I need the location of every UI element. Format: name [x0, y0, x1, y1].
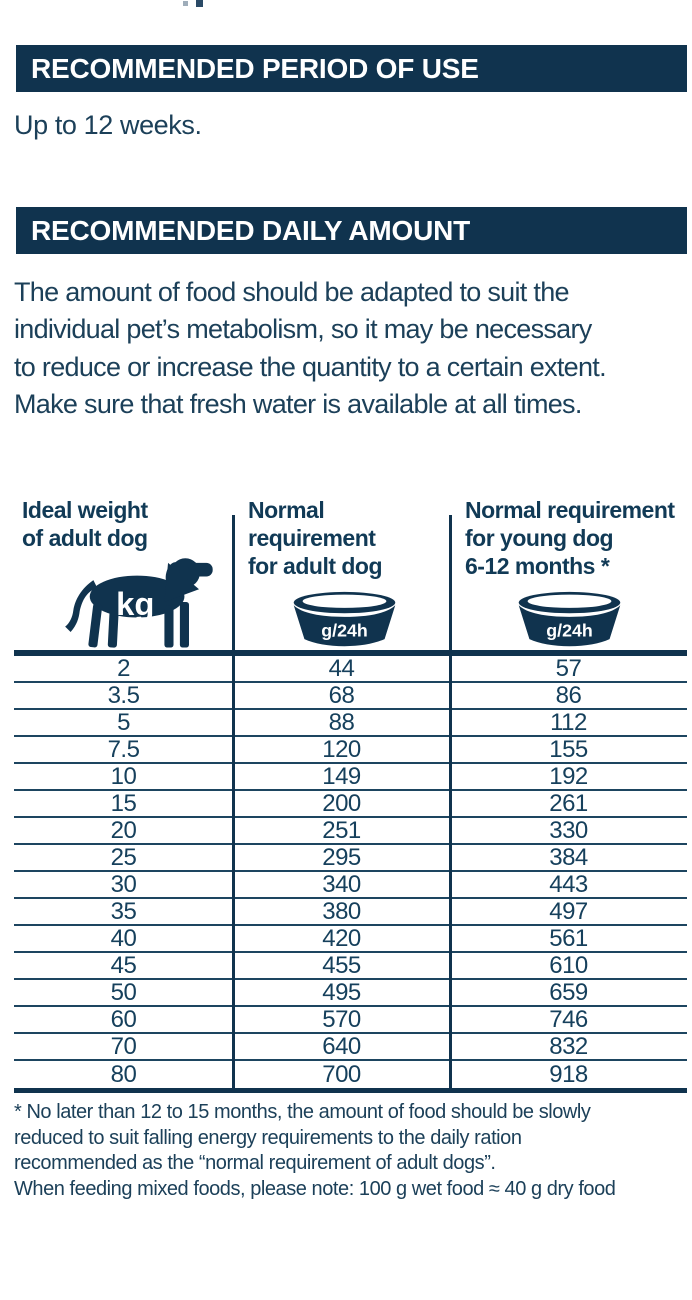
column-divider — [449, 515, 452, 1093]
table-row: 50 495 659 — [14, 980, 687, 1007]
table-cell: 5 — [117, 709, 130, 736]
section-title: RECOMMENDED PERIOD OF USE — [31, 52, 479, 84]
table-cell: 495 — [322, 979, 361, 1006]
kg-unit-label: kg — [116, 585, 154, 622]
table-cell: 443 — [549, 871, 588, 898]
column-title: Normal requirement for young dog 6-12 mo… — [465, 497, 675, 579]
table-cell: 40 — [110, 925, 137, 952]
column-header-adult-dog: Normal requirement for adult dog g/24h — [233, 495, 450, 650]
table-cell: 15 — [110, 790, 137, 817]
section-header-daily-amount: RECOMMENDED DAILY AMOUNT — [16, 207, 687, 254]
column-title: Normal requirement for adult dog — [248, 497, 383, 579]
table-cell: 918 — [549, 1061, 588, 1088]
table-cell: 120 — [322, 736, 361, 763]
period-of-use-text: Up to 12 weeks. — [14, 110, 202, 140]
dog-icon: kg — [54, 551, 222, 658]
table-cell: 44 — [328, 655, 355, 682]
table-cell: 251 — [322, 817, 361, 844]
table-cell: 155 — [549, 736, 588, 763]
cropped-text-artifact — [183, 0, 207, 7]
table-cell: 380 — [322, 898, 361, 925]
table-row: 70 640 832 — [14, 1034, 687, 1061]
table-cell: 10 — [110, 763, 137, 790]
table-cell: 45 — [110, 952, 137, 979]
table-cell: 88 — [328, 709, 355, 736]
g24h-unit-label: g/24h — [321, 620, 367, 640]
table-cell: 570 — [322, 1006, 361, 1033]
table-row: 60 570 746 — [14, 1007, 687, 1034]
daily-amount-text: The amount of food should be adapted to … — [14, 277, 607, 420]
bowl-icon: g/24h — [516, 591, 623, 653]
table-cell: 20 — [110, 817, 137, 844]
table-cell: 25 — [110, 844, 137, 871]
table-cell: 420 — [322, 925, 361, 952]
table-row: 30 340 443 — [14, 872, 687, 899]
table-row: 5 88 112 — [14, 710, 687, 737]
table-cell: 57 — [555, 655, 582, 682]
table-cell: 2 — [117, 655, 130, 682]
table-cell: 700 — [322, 1061, 361, 1088]
table-cell: 261 — [549, 790, 588, 817]
column-title: Ideal weight of adult dog — [22, 497, 148, 551]
table-cell: 86 — [555, 682, 582, 709]
table-cell: 497 — [549, 898, 588, 925]
table-cell: 746 — [549, 1006, 588, 1033]
table-row: 7.5 120 155 — [14, 737, 687, 764]
table-cell: 70 — [110, 1033, 137, 1060]
table-cell: 3.5 — [107, 682, 140, 709]
table-cell: 112 — [550, 709, 587, 736]
table-cell: 295 — [322, 844, 361, 871]
feeding-table: Ideal weight of adult dog — [14, 495, 687, 1093]
table-row: 20 251 330 — [14, 818, 687, 845]
table-cell: 192 — [549, 763, 588, 790]
table-cell: 610 — [549, 952, 588, 979]
table-cell: 80 — [110, 1061, 137, 1088]
table-row: 25 295 384 — [14, 845, 687, 872]
table-cell: 330 — [549, 817, 588, 844]
column-divider — [232, 515, 235, 1093]
table-cell: 384 — [549, 844, 588, 871]
table-row: 15 200 261 — [14, 791, 687, 818]
feeding-table-body: 2 44 57 3.5 68 86 5 88 112 7.5 120 155 10 149 192 15 200… — [14, 650, 687, 1093]
table-row: 3.5 68 86 — [14, 683, 687, 710]
feeding-table-header: Ideal weight of adult dog — [14, 495, 687, 650]
table-row: 10 149 192 — [14, 764, 687, 791]
table-cell: 455 — [322, 952, 361, 979]
table-cell: 200 — [322, 790, 361, 817]
table-row: 45 455 610 — [14, 953, 687, 980]
column-header-young-dog: Normal requirement for young dog 6-12 mo… — [450, 495, 687, 650]
table-cell: 149 — [322, 763, 361, 790]
section-title: RECOMMENDED DAILY AMOUNT — [31, 214, 471, 246]
table-cell: 50 — [110, 979, 137, 1006]
section-header-period-of-use: RECOMMENDED PERIOD OF USE — [16, 45, 687, 92]
table-cell: 7.5 — [107, 736, 140, 763]
table-cell: 640 — [322, 1033, 361, 1060]
table-row: 35 380 497 — [14, 899, 687, 926]
table-cell: 659 — [549, 979, 588, 1006]
table-cell: 68 — [328, 682, 355, 709]
g24h-unit-label: g/24h — [546, 620, 592, 640]
table-row: 2 44 57 — [14, 656, 687, 683]
table-cell: 35 — [110, 898, 137, 925]
bowl-icon: g/24h — [291, 591, 398, 653]
table-cell: 30 — [110, 871, 137, 898]
column-header-ideal-weight: Ideal weight of adult dog — [14, 495, 233, 650]
table-cell: 60 — [110, 1006, 137, 1033]
table-row: 40 420 561 — [14, 926, 687, 953]
table-row: 80 700 918 — [14, 1061, 687, 1088]
footnote-text: * No later than 12 to 15 months, the amo… — [14, 1101, 616, 1201]
table-cell: 561 — [549, 925, 588, 952]
table-cell: 832 — [549, 1033, 588, 1060]
table-cell: 340 — [322, 871, 361, 898]
